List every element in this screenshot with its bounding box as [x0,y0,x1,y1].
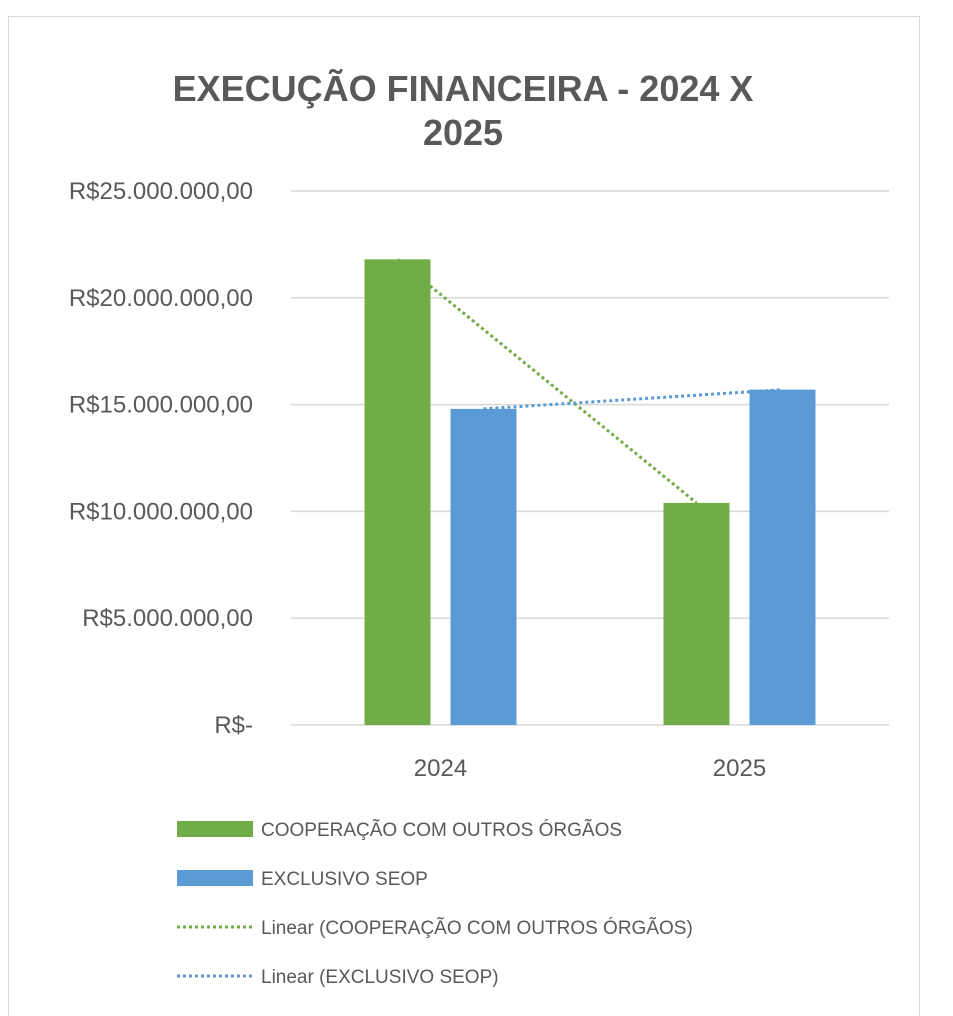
legend-label-series-0: COOPERAÇÃO COM OUTROS ÓRGÃOS [261,819,622,841]
legend-swatch-series-0 [177,821,253,837]
bar-exclusivo-seop-2025 [749,389,816,725]
y-tick-label-1: R$5.000.000,00 [82,605,253,632]
trendline-1 [483,388,783,411]
x-category-label-2024: 2024 [414,755,467,782]
bar-cooperacao-2024 [364,259,431,725]
chart-title-line-1: EXECUÇÃO FINANCEIRA - 2024 X [173,67,754,109]
legend-label-series-1: EXCLUSIVO SEOP [261,869,428,890]
y-tick-label-2: R$10.000.000,00 [69,498,253,525]
legend-label-trendline-1: Linear (EXCLUSIVO SEOP) [261,967,499,988]
y-tick-label-3: R$15.000.000,00 [69,392,253,419]
trendline-0 [396,258,698,505]
y-tick-label-0: R$- [214,712,253,739]
bar-cooperacao-2025 [663,502,730,725]
legend-swatch-series-1 [177,870,253,886]
legend-label-trendline-0: Linear (COOPERAÇÃO COM OUTROS ÓRGÃOS) [261,917,693,939]
chart-container: EXECUÇÃO FINANCEIRA - 2024 X 2025 R$- R$5… [8,16,920,1016]
chart-title-line-2: 2025 [423,112,503,153]
y-tick-label-4: R$20.000.000,00 [69,285,253,312]
y-tick-label-5: R$25.000.000,00 [69,178,253,205]
bar-exclusivo-seop-2024 [450,408,517,725]
x-category-label-2025: 2025 [713,755,766,782]
bar-chart: EXECUÇÃO FINANCEIRA - 2024 X 2025 R$- R$5… [69,67,889,988]
